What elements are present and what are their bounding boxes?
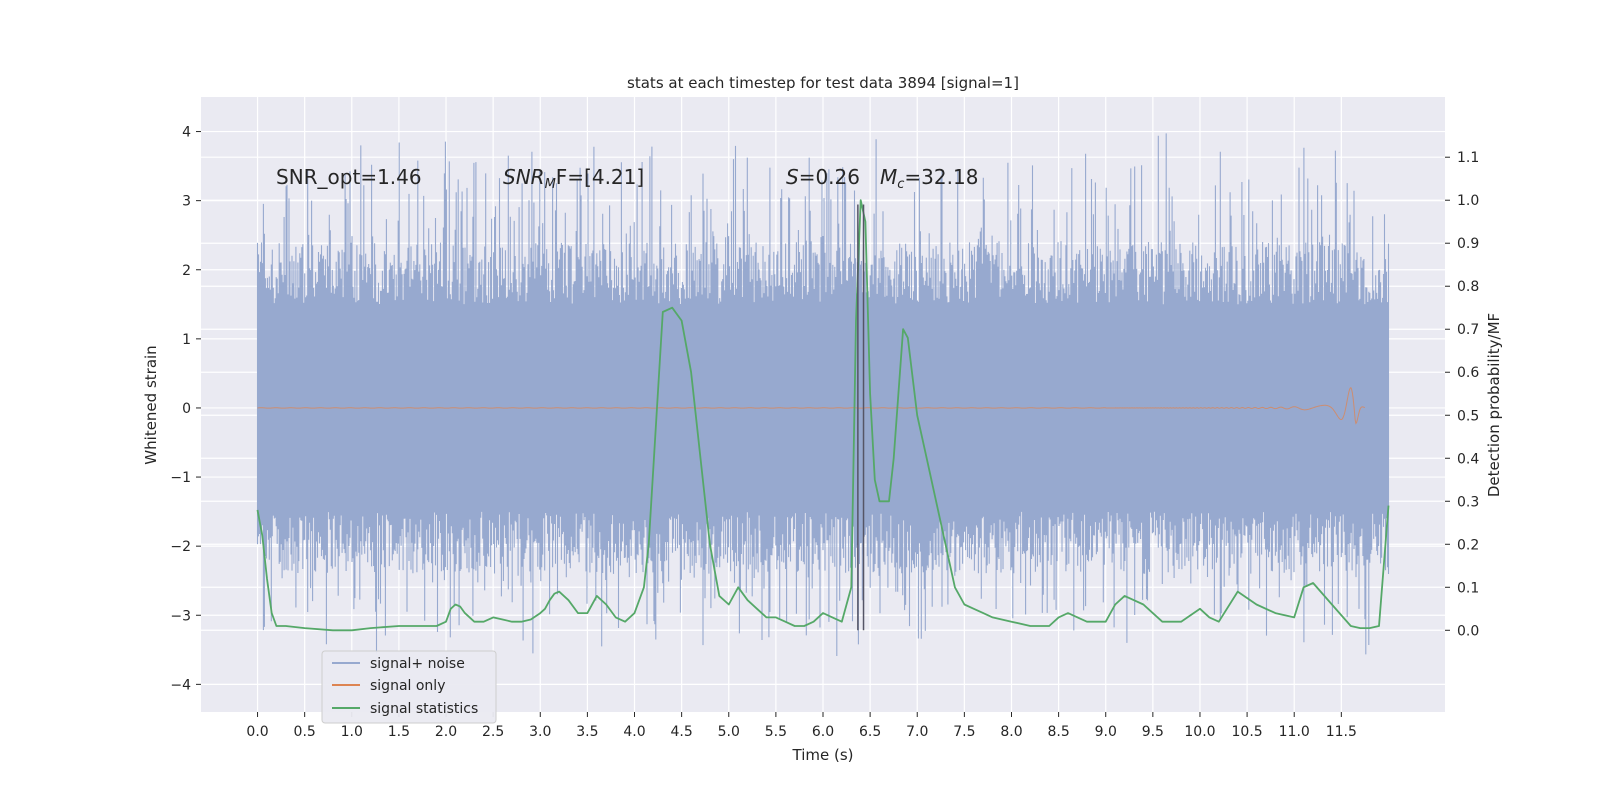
x-tick-label: 1.0: [341, 724, 363, 740]
x-tick-label: 3.0: [529, 724, 551, 740]
chart-title: stats at each timestep for test data 389…: [627, 74, 1019, 92]
y-tick-label: 2: [182, 263, 191, 279]
x-tick-label: 2.5: [482, 724, 504, 740]
x-tick-label: 9.0: [1095, 724, 1117, 740]
y2-tick-label: 0.1: [1457, 580, 1479, 596]
annotation-s: S=0.26: [786, 165, 860, 189]
annotation-snr-mf-main: SNR: [503, 165, 545, 189]
y2-tick-label: 1.1: [1457, 150, 1479, 166]
legend-label-signal-only: signal only: [370, 678, 445, 694]
x-tick-label: 8.5: [1047, 724, 1069, 740]
x-tick-label: 2.0: [435, 724, 457, 740]
y-tick-label: 4: [182, 125, 191, 141]
x-tick-label: 7.0: [906, 724, 928, 740]
x-tick-label: 9.5: [1142, 724, 1164, 740]
annotation-mc-main: M: [880, 165, 897, 189]
y2-tick-label: 0.0: [1457, 623, 1479, 639]
y-tick-label: 3: [182, 194, 191, 210]
legend-box: [321, 650, 497, 724]
x-tick-label: 3.5: [576, 724, 598, 740]
y2-tick-label: 0.6: [1457, 365, 1479, 381]
y2-axis-label: Detection probability/MF: [1485, 313, 1503, 497]
y-tick-label: −1: [170, 470, 191, 486]
y2-tick-label: 1.0: [1457, 193, 1479, 209]
x-tick-label: 11.5: [1326, 724, 1357, 740]
y-tick-label: −2: [170, 539, 191, 555]
x-tick-label: 10.0: [1184, 724, 1215, 740]
legend: signal+ noise signal only signal statist…: [321, 650, 497, 724]
x-tick-label: 5.5: [765, 724, 787, 740]
annotation-snr-mf-sub: M: [545, 177, 556, 192]
signal-statistics-line: [256, 199, 1390, 632]
x-tick-label: 8.0: [1000, 724, 1022, 740]
x-tick-label: 5.0: [718, 724, 740, 740]
y2-tick-label: 0.2: [1457, 537, 1479, 553]
y2-tick-label: 0.3: [1457, 494, 1479, 510]
x-tick-label: 10.5: [1232, 724, 1263, 740]
signal-only-line: [257, 387, 1366, 425]
y2-tick-label: 0.5: [1457, 408, 1479, 424]
vertical-markers: [857, 204, 865, 631]
annotation-mc-tail: =32.18: [904, 165, 978, 189]
y-tick-label: 1: [182, 332, 191, 348]
y-tick-label: 0: [182, 401, 191, 417]
x-tick-label: 11.0: [1279, 724, 1310, 740]
x-tick-label: 0.5: [294, 724, 316, 740]
y-axis-label: Whitened strain: [142, 345, 160, 464]
y2-tick-label: 0.9: [1457, 236, 1479, 252]
x-tick-label: 1.5: [388, 724, 410, 740]
x-axis-label: Time (s): [792, 746, 854, 764]
signal-statistics-series: [256, 199, 1390, 632]
annotation-mc-sub: c: [897, 177, 904, 192]
y2-tick-label: 0.7: [1457, 322, 1479, 338]
annotation-snr-mf-tail: F=[4.21]: [556, 165, 644, 189]
legend-label-signal-statistics: signal statistics: [370, 701, 478, 717]
y2-tick-label: 0.4: [1457, 451, 1479, 467]
x-ticks: 0.0 0.5 1.0 1.5 2.0 2.5 3.0 3.5 4.0 4.5 5.0 5.5 6.0 6…: [246, 712, 1357, 740]
y2-tick-label: 0.8: [1457, 279, 1479, 295]
y-tick-label: −4: [170, 677, 191, 693]
x-tick-label: 6.0: [812, 724, 834, 740]
y-tick-label: −3: [170, 608, 191, 624]
annotation-mc: Mc=32.18: [880, 165, 978, 192]
x-tick-label: 0.0: [246, 724, 268, 740]
annotation-snr-opt: SNR_opt=1.46: [276, 165, 422, 189]
legend-label-signal-noise: signal+ noise: [370, 656, 465, 672]
annotation-s-main: S: [786, 165, 799, 189]
x-tick-label: 4.0: [623, 724, 645, 740]
x-tick-label: 6.5: [859, 724, 881, 740]
signal-only-series: [257, 387, 1366, 425]
y2-ticks: 1.1 1.0 0.9 0.8 0.7 0.6 0.5 0.4 0.3 0.2 0.1 0.0: [1445, 150, 1479, 639]
x-tick-label: 7.5: [953, 724, 975, 740]
annotation-snr-mf: SNRMF=[4.21]: [503, 165, 644, 192]
x-tick-label: 4.5: [671, 724, 693, 740]
annotation-s-tail: =0.26: [799, 165, 860, 189]
y-ticks: 4 3 2 1 0 −1 −2 −3 −4: [170, 125, 201, 693]
